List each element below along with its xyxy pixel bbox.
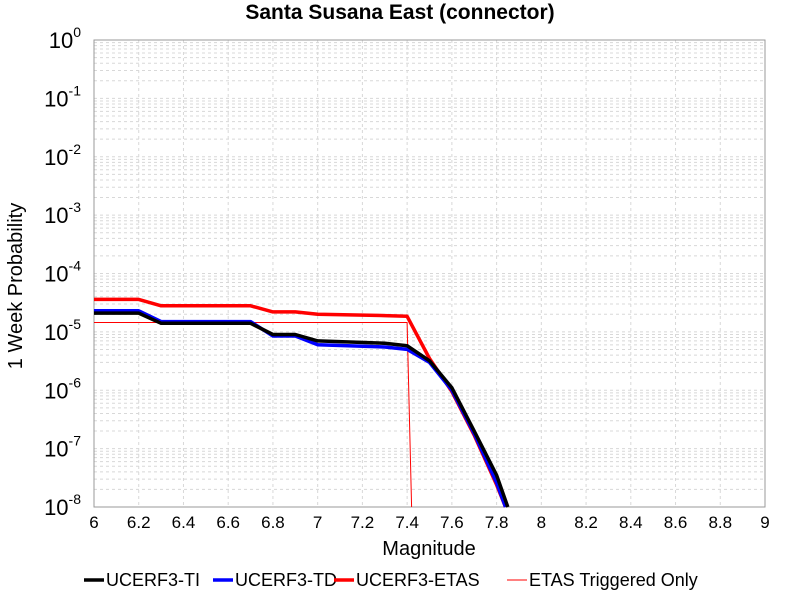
y-axis-label: 1 Week Probability: [5, 203, 27, 369]
x-tick-label: 6.2: [127, 513, 151, 532]
grid: [93, 40, 766, 508]
x-tick-label: 7.2: [351, 513, 375, 532]
y-tick-label: 10-2: [44, 141, 81, 170]
legend-label: ETAS Triggered Only: [529, 570, 698, 590]
legend-label: UCERF3-TI: [106, 570, 200, 590]
y-tick-labels: 100 10-1 10-2 10-3 10-4 10-5 10-6 10-7 10-8: [44, 24, 81, 520]
x-tick-label: 8.2: [574, 513, 598, 532]
legend: UCERF3-TI UCERF3-TD UCERF3-ETAS ETAS Trigge…: [84, 570, 698, 590]
chart-title: Santa Susana East (connector): [245, 1, 554, 24]
x-axis-label: Magnitude: [382, 538, 475, 560]
x-tick-label: 7.4: [395, 513, 419, 532]
y-tick-label: 10-3: [44, 199, 81, 228]
legend-label: UCERF3-TD: [235, 570, 337, 590]
x-tick-label: 6.8: [261, 513, 285, 532]
x-tick-label: 7.8: [485, 513, 509, 532]
x-tick-label: 8.4: [619, 513, 643, 532]
y-tick-label: 10-5: [44, 316, 81, 345]
x-tick-label: 6.6: [216, 513, 240, 532]
y-tick-label: 10-1: [44, 82, 81, 111]
legend-label: UCERF3-ETAS: [356, 570, 480, 590]
series-line-ucerf3-td: [94, 309, 508, 508]
x-tick-label: 7.6: [440, 513, 464, 532]
plot-frame: [93, 39, 766, 508]
x-tick-label: 8.6: [664, 513, 688, 532]
y-tick-label: 100: [49, 24, 81, 53]
y-tick-label: 10-4: [44, 258, 81, 287]
y-tick-label: 10-6: [44, 374, 81, 403]
series-line-ucerf3-ti: [94, 311, 510, 508]
y-tick-label: 10-7: [44, 433, 81, 462]
x-tick-label: 6.4: [172, 513, 196, 532]
x-tick-labels: 6 6.2 6.4 6.6 6.8 7 7.2 7.4 7.6 7.8 8 8.2 8.4 8.6 8.8 9: [89, 513, 769, 532]
x-tick-label: 9: [760, 513, 769, 532]
y-tick-label: 10-8: [44, 491, 81, 520]
series-layer: [94, 297, 510, 508]
x-tick-label: 8: [537, 513, 546, 532]
x-tick-label: 6: [89, 513, 98, 532]
x-tick-label: 8.8: [708, 513, 732, 532]
x-tick-label: 7: [313, 513, 322, 532]
